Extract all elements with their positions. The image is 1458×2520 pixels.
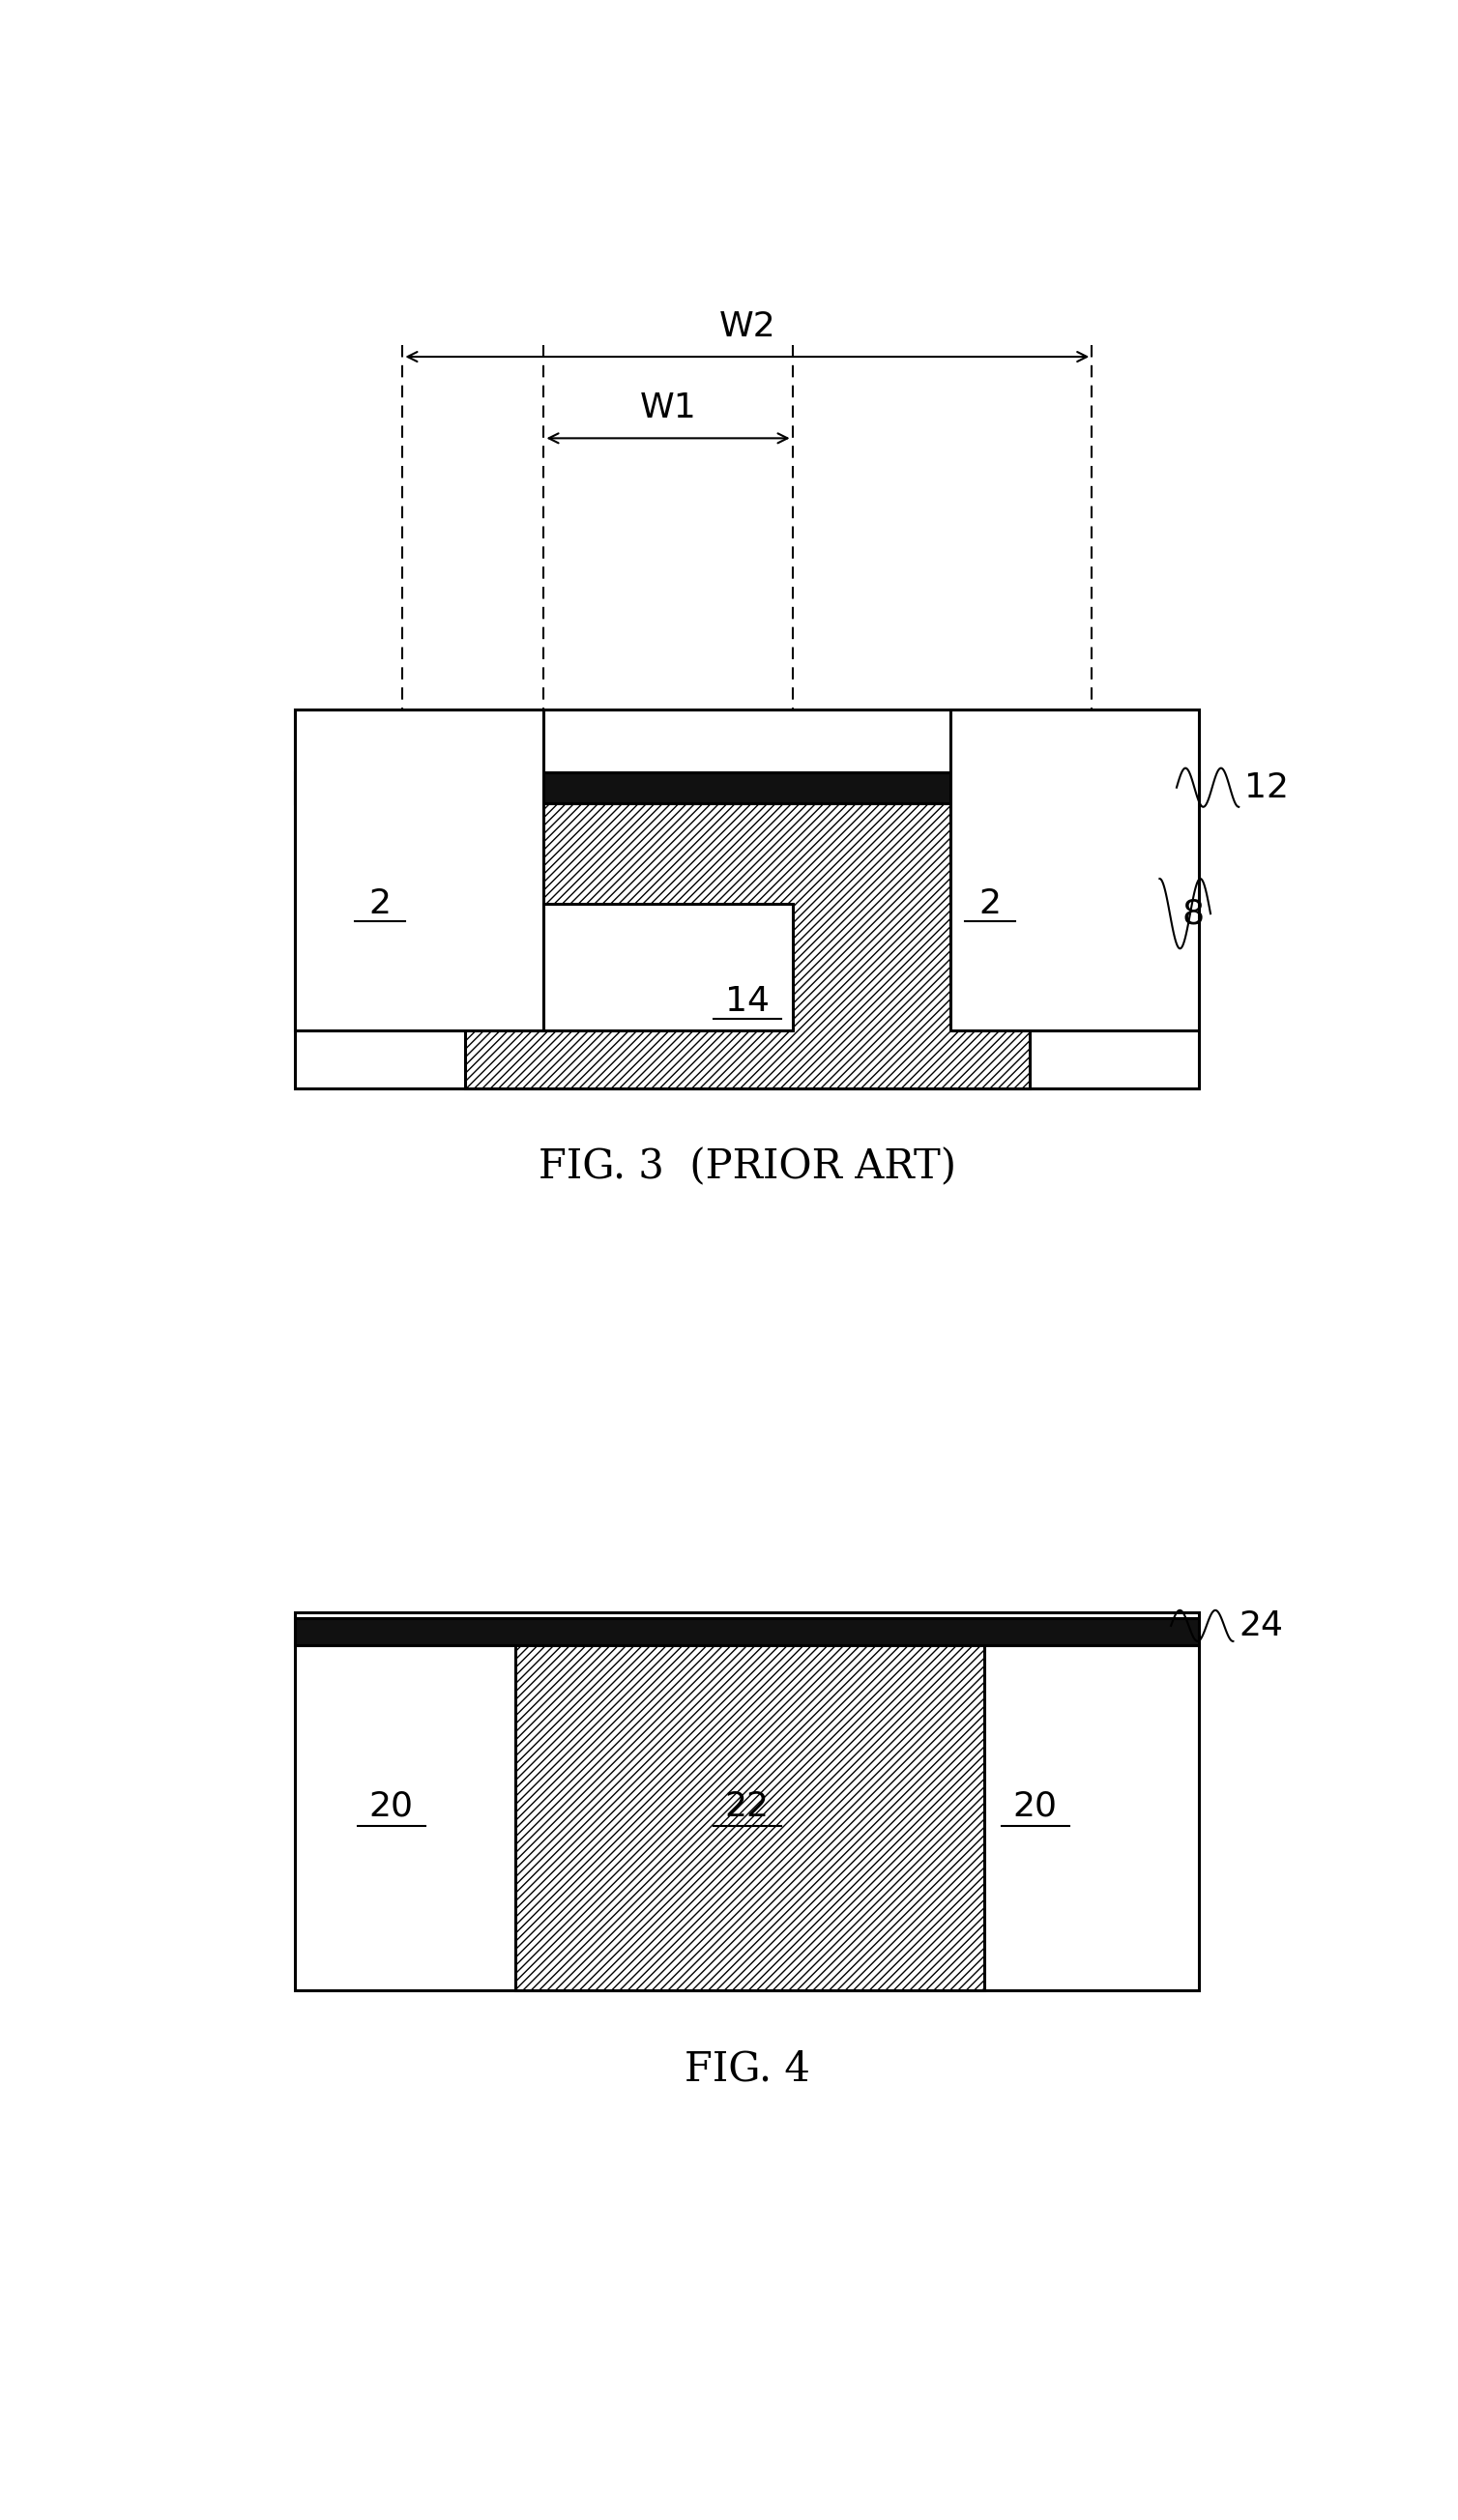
Text: 20: 20 — [369, 1789, 414, 1822]
Bar — [295, 771, 1198, 804]
Bar — [951, 711, 1198, 1031]
Text: 14: 14 — [725, 985, 770, 1018]
Bar — [295, 711, 544, 1031]
Bar — [295, 1613, 1198, 1991]
Bar — [516, 1618, 984, 1991]
Text: W2: W2 — [719, 310, 776, 343]
Text: 2: 2 — [978, 887, 1002, 920]
Text: FIG. 3  (PRIOR ART): FIG. 3 (PRIOR ART) — [538, 1147, 956, 1187]
Text: W1: W1 — [640, 391, 697, 426]
Text: FIG. 4: FIG. 4 — [684, 2049, 811, 2089]
Bar — [295, 711, 1198, 1089]
Text: 22: 22 — [725, 1789, 770, 1822]
Bar — [544, 905, 793, 1031]
Bar — [465, 801, 1029, 1089]
Text: 24: 24 — [1239, 1610, 1283, 1643]
Text: 2: 2 — [369, 887, 391, 920]
Bar — [295, 1618, 1198, 1646]
Text: 8: 8 — [1182, 897, 1204, 930]
Text: 12: 12 — [1245, 771, 1289, 804]
Text: 20: 20 — [1013, 1789, 1057, 1822]
